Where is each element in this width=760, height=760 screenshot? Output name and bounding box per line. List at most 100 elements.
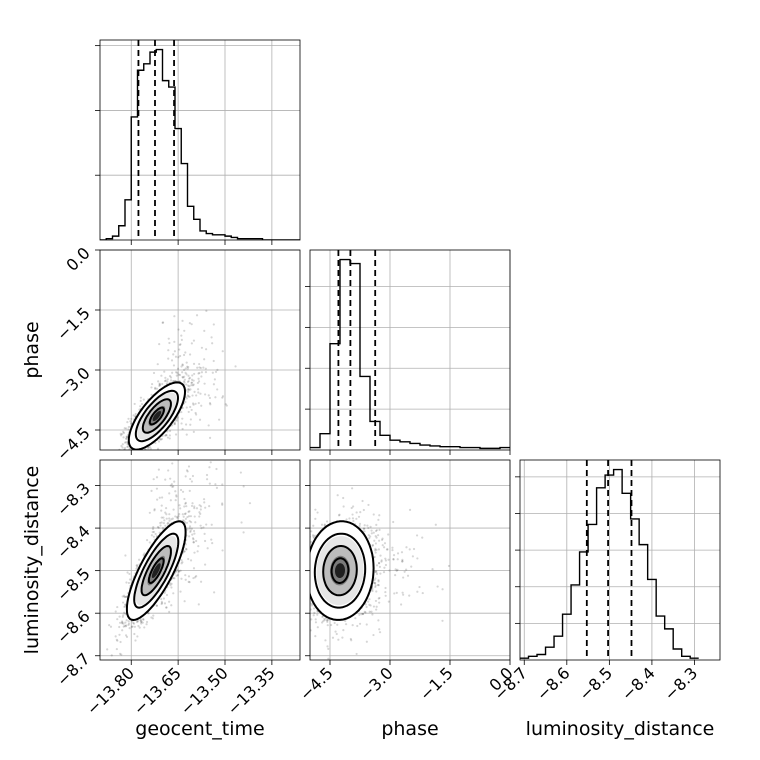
sample-point (192, 403, 195, 406)
sample-point (185, 548, 188, 551)
sample-point (374, 542, 378, 545)
sample-point (177, 515, 180, 518)
sample-point (199, 524, 202, 527)
sample-point (123, 595, 126, 598)
y-tick-label: −1.5 (53, 303, 94, 344)
x-tick-label: −8.4 (618, 663, 659, 704)
sample-point (165, 593, 169, 597)
sample-point (314, 618, 317, 621)
sample-point (408, 548, 411, 551)
sample-point (316, 626, 319, 629)
x-tick-label: −13.50 (177, 663, 232, 718)
sample-point (286, 573, 288, 575)
sample-point (202, 498, 206, 501)
sample-point (221, 395, 225, 398)
sample-point (326, 619, 329, 622)
sample-point (186, 394, 189, 397)
sample-point (189, 423, 192, 426)
sample-point (310, 629, 312, 632)
sample-point (352, 519, 355, 523)
sample-point (392, 558, 395, 561)
sample-point (143, 456, 145, 458)
sample-point (127, 467, 129, 469)
sample-point (164, 507, 168, 510)
sample-point (165, 517, 168, 520)
sample-point (178, 373, 182, 377)
sample-point (187, 575, 191, 578)
sample-point (303, 587, 305, 589)
sample-point (148, 445, 151, 449)
sample-point (312, 524, 315, 527)
sample-point (370, 532, 373, 535)
sample-point (166, 436, 170, 439)
sample-point (338, 513, 341, 516)
sample-point (198, 362, 201, 366)
sample-point (166, 380, 169, 383)
sample-point (140, 620, 143, 623)
sample-point (310, 604, 313, 607)
sample-point (190, 381, 194, 384)
sample-point (121, 456, 123, 458)
sample-point (123, 611, 126, 614)
sample-point (170, 483, 173, 486)
sample-point (124, 603, 127, 606)
sample-point (122, 614, 125, 617)
sample-point (195, 314, 199, 317)
sample-point (187, 388, 190, 391)
sample-point (123, 441, 127, 444)
sample-point (193, 372, 196, 376)
sample-point (142, 618, 145, 621)
sample-point (180, 422, 183, 425)
sample-point (172, 508, 175, 511)
sample-point (304, 543, 306, 545)
sample-point (416, 590, 419, 593)
sample-point (193, 505, 196, 508)
sample-point (121, 629, 124, 632)
y-tick-label: −8.4 (53, 521, 94, 562)
sample-point (195, 455, 197, 457)
sample-point (120, 444, 123, 448)
sample-point (181, 375, 184, 379)
sample-point (305, 537, 307, 539)
sample-point (173, 480, 176, 483)
sample-point (239, 471, 242, 474)
sample-point (178, 504, 181, 507)
sample-point (175, 494, 178, 497)
sample-point (181, 319, 184, 322)
sample-point (396, 558, 399, 561)
sample-point (302, 546, 304, 548)
sample-point (171, 485, 174, 488)
sample-point (181, 452, 183, 454)
sample-point (383, 542, 387, 545)
sample-point (401, 591, 404, 594)
sample-point (134, 461, 136, 463)
sample-point (140, 451, 142, 453)
sample-point (374, 529, 378, 533)
sample-point (215, 486, 219, 489)
sample-point (189, 559, 193, 562)
sample-point (188, 535, 191, 538)
sample-point (125, 581, 128, 584)
sample-point (168, 610, 171, 613)
sample-point (120, 653, 123, 656)
sample-point (204, 367, 207, 370)
sample-point (154, 386, 157, 390)
sample-point (151, 527, 155, 531)
y-tick-label: −8.6 (53, 607, 94, 648)
sample-point (168, 600, 171, 603)
sample-point (124, 625, 127, 628)
sample-point (200, 371, 204, 374)
sample-point (376, 583, 380, 587)
sample-point (306, 602, 308, 604)
sample-point (184, 475, 187, 478)
sample-point (195, 394, 198, 397)
sample-point (383, 566, 386, 569)
sample-point (204, 371, 208, 374)
sample-point (208, 396, 212, 400)
sample-point (162, 521, 165, 525)
sample-point (181, 376, 185, 379)
sample-point (361, 499, 364, 503)
sample-point (175, 574, 178, 577)
sample-point (342, 505, 345, 508)
sample-point (213, 591, 216, 594)
